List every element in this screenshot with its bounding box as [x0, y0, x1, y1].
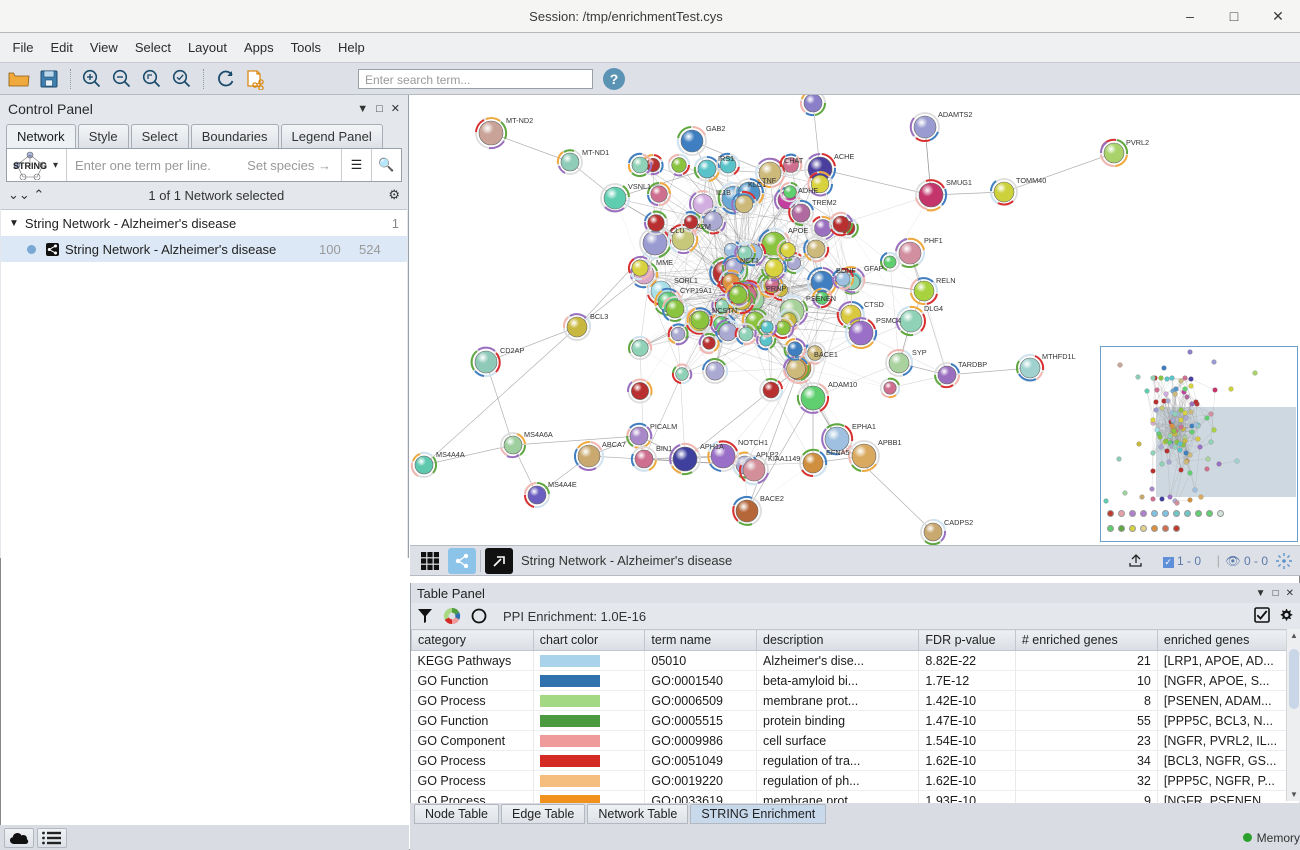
svg-text:ABCA2: ABCA2 [824, 95, 848, 97]
svg-text:KIAA1149: KIAA1149 [768, 454, 800, 463]
svg-text:CYP19A1: CYP19A1 [680, 286, 712, 295]
svg-text:PICALM: PICALM [650, 422, 677, 431]
svg-text:APOE: APOE [788, 226, 808, 235]
svg-text:IL1B: IL1B [716, 188, 731, 197]
svg-text:NCSTN: NCSTN [712, 306, 737, 315]
svg-text:PSMC4: PSMC4 [876, 316, 901, 325]
svg-text:CD2AP: CD2AP [500, 346, 524, 355]
svg-text:CHAT: CHAT [784, 156, 804, 165]
svg-text:RELN: RELN [936, 276, 955, 285]
svg-text:CLU: CLU [670, 226, 685, 235]
svg-text:STRING: STRING [13, 161, 47, 171]
svg-text:BCL3: BCL3 [590, 312, 608, 321]
svg-text:BIN1: BIN1 [656, 444, 672, 453]
svg-text:GAB2: GAB2 [706, 124, 725, 133]
svg-text:PSENEN: PSENEN [806, 294, 836, 303]
svg-text:MTHFD1L: MTHFD1L [1042, 352, 1076, 361]
svg-text:APBB1: APBB1 [878, 438, 902, 447]
svg-text:ACHE: ACHE [834, 152, 854, 161]
svg-text:MS4A4A: MS4A4A [436, 450, 465, 459]
svg-text:SORL1: SORL1 [674, 276, 698, 285]
svg-text:DLG4: DLG4 [924, 304, 943, 313]
svg-text:IRS1: IRS1 [718, 154, 734, 163]
svg-text:MT-ND2: MT-ND2 [506, 116, 533, 125]
svg-text:APH1A: APH1A [700, 442, 724, 451]
svg-text:BACE2: BACE2 [760, 494, 784, 503]
svg-text:PHF1: PHF1 [924, 236, 943, 245]
svg-text:MS4A4E: MS4A4E [548, 480, 577, 489]
svg-text:A2M: A2M [696, 222, 711, 231]
svg-text:NCT1: NCT1 [740, 256, 759, 265]
svg-text:TARDBP: TARDBP [958, 360, 987, 369]
svg-text:TNF: TNF [762, 176, 777, 185]
svg-text:EPHA1: EPHA1 [852, 422, 876, 431]
svg-text:PVRL2: PVRL2 [1126, 138, 1149, 147]
svg-text:GFAP: GFAP [864, 264, 884, 273]
svg-text:BACE1: BACE1 [814, 350, 838, 359]
svg-text:CADPS2: CADPS2 [944, 518, 973, 527]
svg-text:TREM2: TREM2 [812, 198, 837, 207]
svg-text:ADHE: ADHE [798, 186, 818, 195]
svg-text:MME: MME [656, 258, 673, 267]
svg-text:SMUG1: SMUG1 [946, 178, 972, 187]
svg-text:NOTCH1: NOTCH1 [738, 438, 768, 447]
svg-text:ABCA7: ABCA7 [602, 440, 626, 449]
svg-text:MT-ND1: MT-ND1 [582, 148, 609, 157]
svg-text:CTSD: CTSD [864, 300, 884, 309]
svg-text:SYP: SYP [912, 348, 927, 357]
svg-text:MS4A6A: MS4A6A [524, 430, 553, 439]
svg-text:ADAMTS2: ADAMTS2 [938, 110, 972, 119]
svg-text:VSNL1: VSNL1 [628, 182, 651, 191]
svg-text:PRNP: PRNP [766, 284, 786, 293]
svg-text:ADAM10: ADAM10 [828, 380, 857, 389]
svg-text:BDNF: BDNF [836, 266, 856, 275]
svg-text:EFNA5: EFNA5 [826, 448, 850, 457]
svg-text:TOMM40: TOMM40 [1016, 176, 1046, 185]
